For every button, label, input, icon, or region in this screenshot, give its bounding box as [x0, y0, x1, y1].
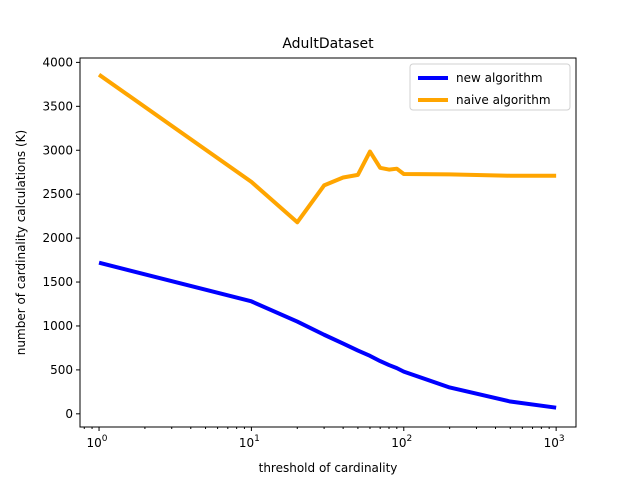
x-axis-label: threshold of cardinality [259, 461, 398, 475]
legend-label-1: new algorithm [456, 71, 543, 85]
legend-box [409, 63, 571, 111]
chart-title: AdultDataset [282, 36, 374, 52]
plot-area [79, 57, 577, 428]
x-tick-label: 101 [239, 434, 260, 450]
legend-label-2: naive algorithm [456, 93, 551, 107]
y-axis-label: number of cardinality calculations (K) [14, 130, 28, 355]
x-tick-label: 103 [544, 434, 565, 450]
legend: new algorithm naive algorithm [409, 63, 571, 111]
y-tick-label: 500 [50, 363, 73, 377]
y-tick-label: 3000 [42, 143, 73, 157]
y-tick-label: 3500 [42, 99, 73, 113]
x-tick-label: 100 [87, 434, 108, 450]
series-line-2 [97, 73, 557, 225]
y-tick-label: 4000 [42, 55, 73, 69]
series-line-1 [98, 260, 557, 410]
y-tick-label: 2000 [42, 231, 73, 245]
y-tick-label: 0 [65, 407, 73, 421]
series-layer [97, 73, 557, 410]
y-tick-label: 2500 [42, 187, 73, 201]
x-tick-label: 102 [391, 434, 412, 450]
y-tick-label: 1500 [42, 275, 73, 289]
ticks-layer: 0 500 1000 1500 2000 2500 3000 3500 4000 100 101 10… [42, 55, 564, 450]
y-tick-label: 1000 [42, 319, 73, 333]
